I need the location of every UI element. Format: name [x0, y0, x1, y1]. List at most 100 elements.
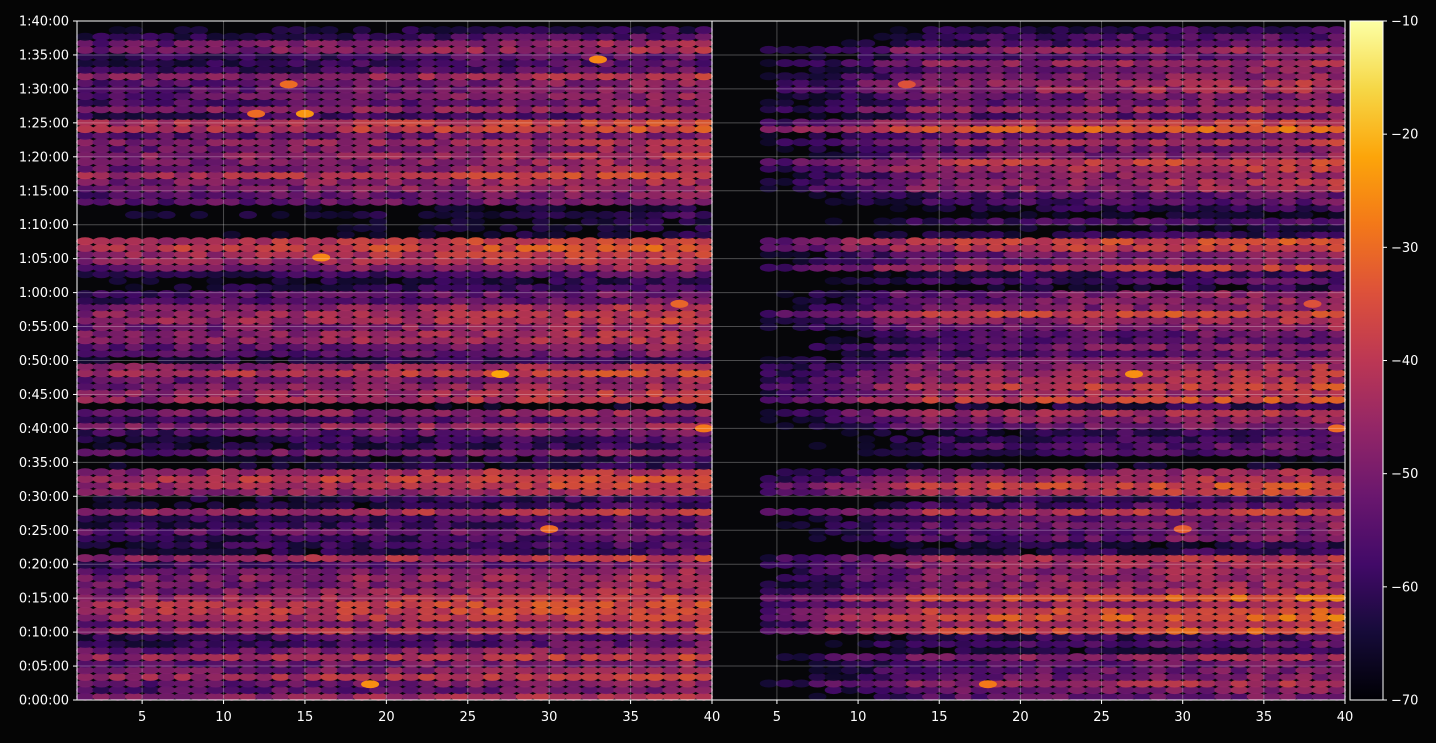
heat-cell	[532, 342, 550, 351]
heat-cell	[629, 303, 648, 312]
heat-cell	[646, 626, 664, 635]
heat-cell	[239, 560, 257, 569]
heat-cell	[173, 540, 192, 549]
heat-cell	[141, 514, 160, 523]
heat-cell	[597, 375, 616, 384]
heat-cell	[320, 270, 339, 279]
heat-cell	[76, 323, 95, 332]
heat-cell	[385, 303, 404, 312]
heat-cell	[287, 626, 306, 635]
heat-cell	[401, 441, 420, 450]
heat-cell	[222, 620, 241, 629]
heat-cell	[336, 672, 355, 681]
heat-cell	[271, 653, 290, 662]
heat-cell	[304, 646, 323, 655]
heat-cell	[532, 501, 550, 510]
heat-cell	[434, 26, 453, 35]
heat-cell	[190, 646, 209, 655]
heat-cell	[287, 514, 306, 523]
heat-cell	[694, 672, 713, 681]
heat-cell	[336, 32, 355, 41]
heat-cell	[320, 646, 339, 655]
heat-cell	[613, 316, 632, 325]
heat-cell	[548, 204, 567, 213]
heat-cell	[792, 554, 811, 563]
heat-cell	[222, 349, 241, 358]
heat-cell	[450, 659, 469, 668]
heat-cell	[336, 679, 355, 688]
heat-cell	[125, 303, 143, 312]
heat-cell	[499, 270, 518, 279]
heat-cell	[678, 217, 697, 226]
heat-cell	[450, 210, 469, 219]
heat-cell	[450, 336, 469, 345]
heat-cell	[483, 435, 502, 444]
heat-cell	[369, 230, 388, 239]
heat-cell	[222, 573, 241, 582]
heat-cell	[369, 356, 388, 365]
heat-cell	[499, 679, 518, 688]
heat-cell	[580, 26, 599, 35]
heat-cell	[678, 342, 697, 351]
heat-cell	[336, 600, 355, 609]
heat-cell	[352, 250, 371, 259]
heat-cell	[532, 606, 550, 615]
heat-cell	[125, 659, 143, 668]
heat-cell	[418, 514, 437, 523]
heat-cell	[629, 560, 648, 569]
heat-cell	[304, 435, 323, 444]
heat-cell	[434, 309, 453, 318]
heat-cell	[646, 382, 664, 391]
heat-cell	[271, 197, 290, 206]
heat-cell	[1100, 461, 1119, 470]
heat-cell	[206, 270, 225, 279]
heat-cell	[141, 257, 160, 266]
heat-cell	[646, 474, 664, 483]
heat-cell	[450, 270, 469, 279]
heat-cell	[239, 323, 257, 332]
heat-cell	[499, 243, 518, 252]
heat-cell	[418, 336, 437, 345]
heat-cell	[320, 290, 339, 299]
heat-cell	[157, 573, 176, 582]
heat-cell	[629, 488, 648, 497]
heat-cell	[385, 316, 404, 325]
heat-cell	[678, 646, 697, 655]
heat-cell	[678, 521, 697, 530]
heat-cell	[694, 316, 713, 325]
heat-cell	[369, 296, 388, 305]
heat-cell	[450, 329, 469, 338]
heat-cell	[92, 507, 111, 516]
heat-cell	[483, 560, 502, 569]
heat-cell	[369, 646, 388, 655]
heat-cell	[125, 620, 143, 629]
heat-cell	[694, 501, 713, 510]
heat-cell	[239, 501, 257, 510]
heat-cell	[499, 263, 518, 272]
heat-cell	[108, 191, 127, 200]
heat-cell	[564, 573, 583, 582]
heat-cell	[173, 197, 192, 206]
heat-cell	[597, 534, 616, 543]
heat-cell	[776, 507, 794, 516]
heat-cell	[450, 428, 469, 437]
heat-cell	[466, 276, 485, 285]
heat-cell	[108, 237, 127, 246]
heat-cell	[352, 435, 371, 444]
heat-cell	[304, 626, 323, 635]
heat-cell	[548, 507, 567, 516]
heat-cell	[401, 620, 420, 629]
heat-cell	[141, 210, 160, 219]
heat-cell	[401, 540, 420, 549]
heat-cell	[239, 237, 257, 246]
heat-cell	[597, 329, 616, 338]
heat-cell	[597, 26, 616, 35]
heat-cell	[141, 237, 160, 246]
heat-cell	[287, 455, 306, 464]
heat-cell	[597, 587, 616, 596]
heat-cell	[222, 455, 241, 464]
heat-cell	[239, 395, 257, 404]
heat-cell	[662, 626, 681, 635]
heat-cell	[141, 481, 160, 490]
heat-cell	[304, 633, 323, 642]
